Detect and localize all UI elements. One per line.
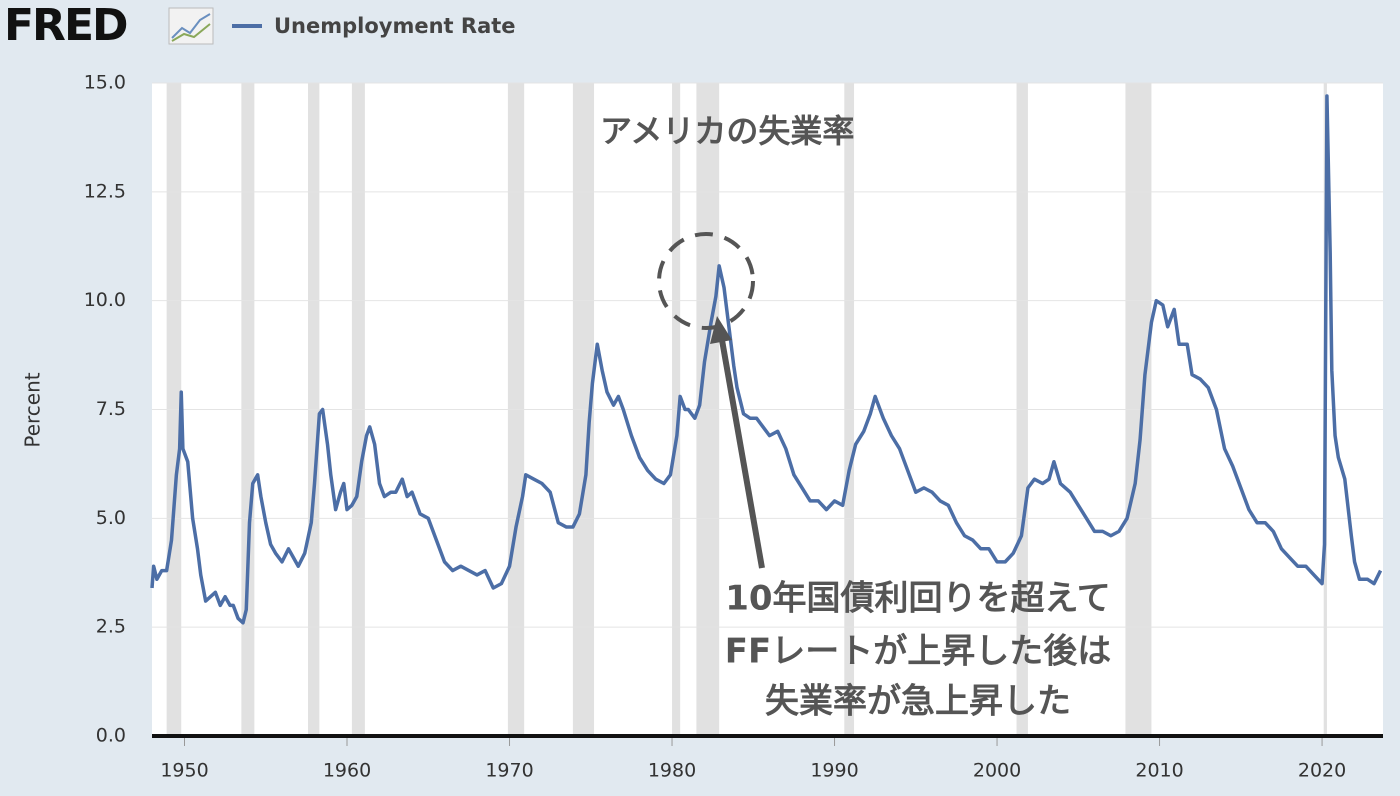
data-line (150, 94, 1383, 625)
highlight-circle (657, 232, 755, 330)
x-tick-label: 1980 (648, 760, 696, 782)
y-tick-label: 7.5 (96, 398, 126, 420)
annotation-title: アメリカの失業率 (600, 112, 854, 150)
y-tick-label: 2.5 (96, 616, 126, 638)
y-tick-label: 15.0 (84, 72, 126, 94)
y-tick-label: 10.0 (84, 289, 126, 311)
x-tick-label: 1990 (810, 760, 858, 782)
x-tick-label: 1950 (160, 760, 208, 782)
x-tick-label: 1960 (323, 760, 371, 782)
y-tick-label: 5.0 (96, 507, 126, 529)
annotation: 10年国債利回りを超えて (725, 579, 1111, 619)
plot-layer (150, 82, 1383, 746)
arrow (710, 316, 765, 569)
logo-icon (168, 7, 214, 45)
x-tick-label: 1970 (485, 760, 533, 782)
annotation: 失業率が急上昇した (765, 682, 1071, 722)
logo: FRED (4, 0, 127, 51)
x-tick-label: 2020 (1298, 760, 1346, 782)
x-tick-label: 2000 (973, 760, 1021, 782)
legend-label: Unemployment Rate (274, 14, 516, 38)
x-tick-label: 2010 (1135, 760, 1183, 782)
y-tick-label: 0.0 (96, 725, 126, 747)
y-axis-label: Percent (21, 372, 45, 447)
y-tick-label: 12.5 (84, 180, 126, 202)
annotation: FFレートが上昇した後は (725, 632, 1111, 672)
